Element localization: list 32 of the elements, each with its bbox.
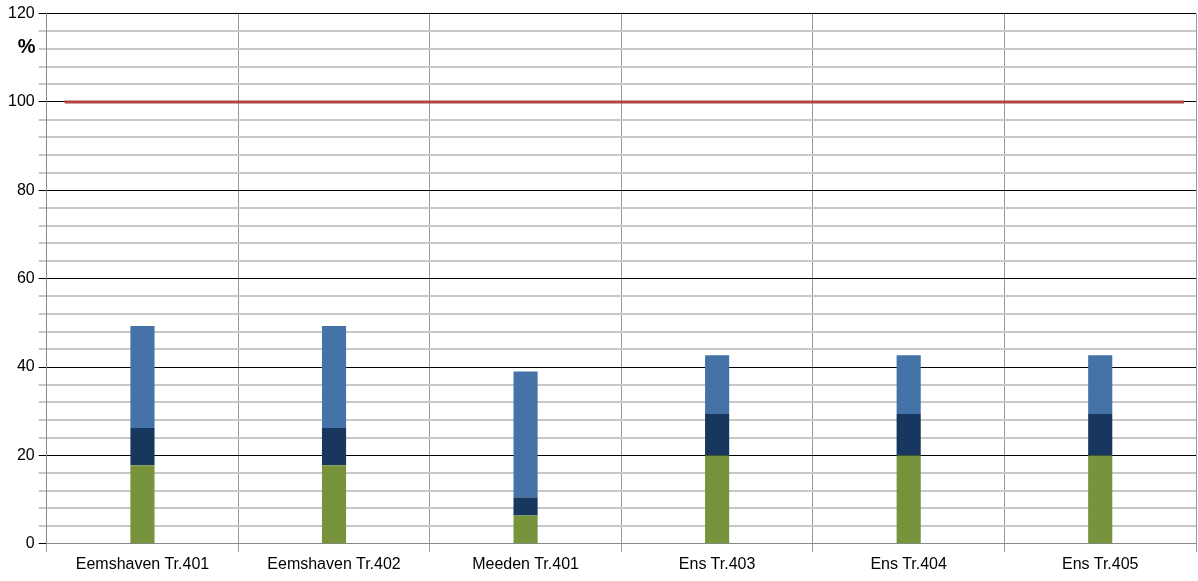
- x-tick-label: Ens Tr.404: [870, 554, 948, 572]
- bar: [130, 325, 155, 429]
- bar: [1088, 413, 1113, 456]
- bar: [130, 428, 155, 466]
- y-tick-label: 0: [25, 534, 35, 552]
- x-tick-label: Ens Tr.405: [1061, 554, 1139, 572]
- bar: [513, 515, 538, 544]
- y-tick-label: 40: [16, 357, 35, 375]
- y-tick-label: 80: [16, 180, 35, 198]
- bar: [705, 455, 730, 544]
- x-tick-label: Ens Tr.403: [678, 554, 756, 572]
- x-tick-label: Eemshaven Tr.401: [75, 554, 210, 572]
- bar: [321, 465, 347, 544]
- y-tick-label: 20: [16, 445, 35, 463]
- bar: [513, 371, 538, 498]
- bar: [705, 413, 730, 456]
- bar: [321, 428, 347, 466]
- y-tick-label: 100: [7, 92, 35, 110]
- bar: [513, 497, 538, 516]
- bar: [130, 465, 155, 544]
- y-tick-label: 60: [16, 269, 35, 287]
- bar: [896, 455, 921, 544]
- y-axis-title: %: [17, 35, 36, 58]
- x-tick-label: Meeden Tr.401: [472, 554, 580, 572]
- bar: [896, 355, 921, 414]
- bar: [321, 325, 347, 429]
- x-tick-label: Eemshaven Tr.402: [267, 554, 401, 572]
- bar: [896, 413, 921, 456]
- bar: [1088, 455, 1113, 544]
- bar: [1088, 355, 1113, 414]
- bar: [705, 355, 730, 414]
- y-tick-label: 120: [7, 4, 35, 22]
